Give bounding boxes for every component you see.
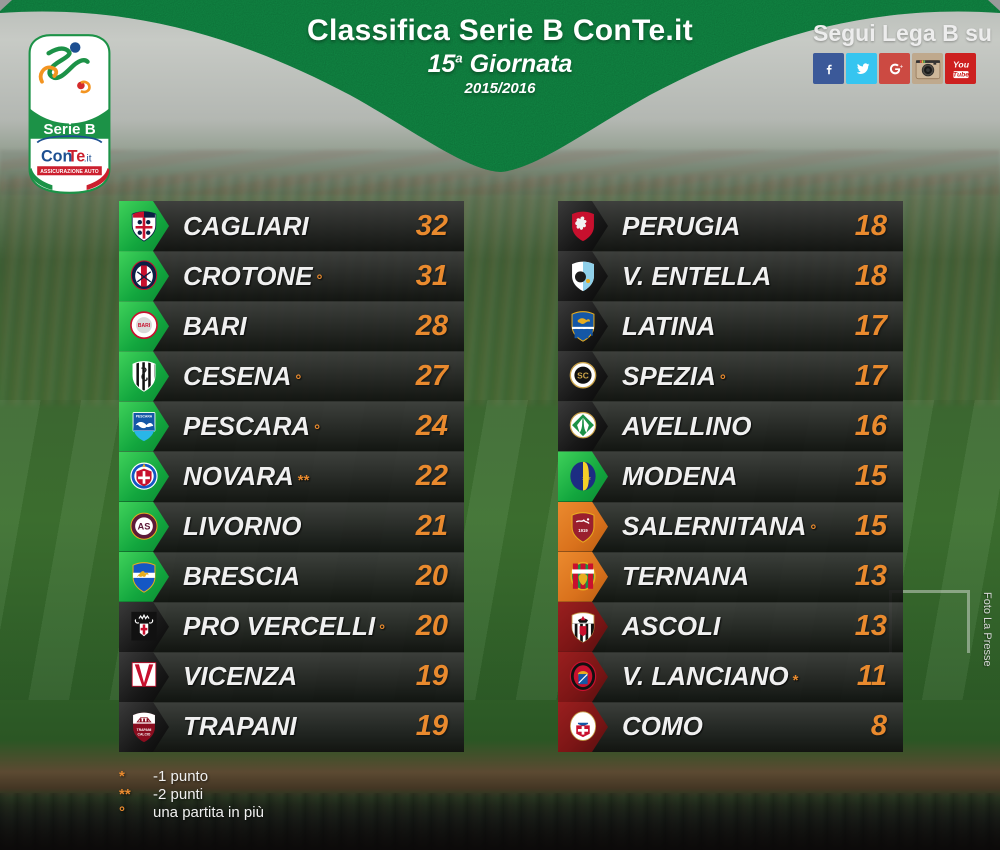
svg-text:Tube: Tube: [952, 71, 968, 78]
svg-text:+: +: [899, 64, 902, 70]
svg-text:Te: Te: [68, 148, 86, 166]
svg-text:You: You: [952, 59, 969, 69]
svg-text:.it: .it: [84, 154, 92, 165]
svg-text:ASSICURAZIONE AUTO: ASSICURAZIONE AUTO: [40, 169, 99, 175]
